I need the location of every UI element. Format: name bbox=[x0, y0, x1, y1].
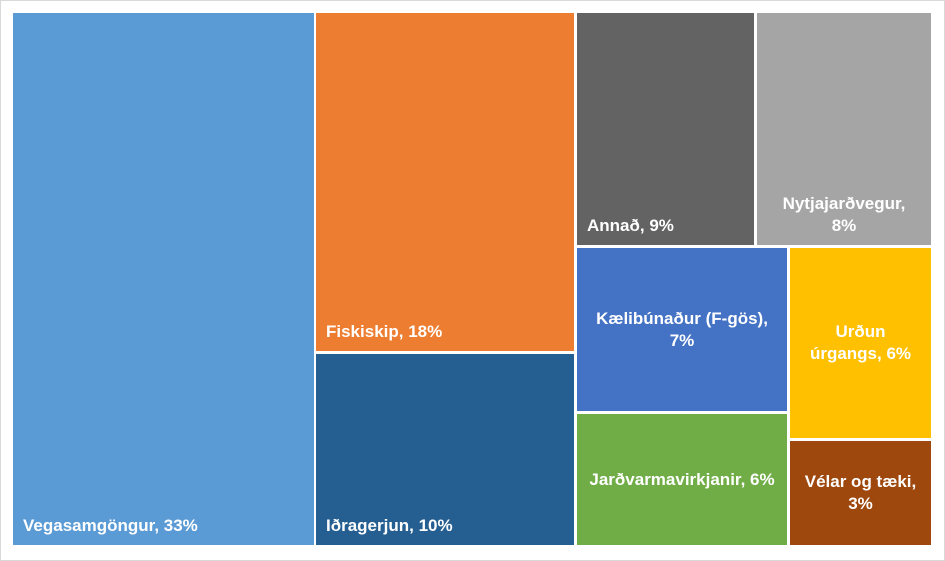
treemap-tile: Fiskiskip, 18% bbox=[316, 13, 574, 351]
tile-label: Annað, 9% bbox=[587, 216, 674, 235]
tile-label: Iðragerjun, 10% bbox=[326, 516, 453, 535]
treemap-tile: Vélar og tæki, 3% bbox=[790, 441, 931, 545]
treemap-tile: Urðun úrgangs, 6% bbox=[790, 248, 931, 438]
tile-label: Vélar og tæki, 3% bbox=[804, 472, 917, 513]
tile-label: Fiskiskip, 18% bbox=[326, 322, 443, 341]
treemap-tile: Vegasamgöngur, 33% bbox=[13, 13, 314, 545]
treemap-tile: Annað, 9% bbox=[577, 13, 754, 245]
treemap-tile: Nytjajarðvegur, 8% bbox=[757, 13, 931, 245]
tile-label: Vegasamgöngur, 33% bbox=[23, 516, 198, 535]
treemap-tile: Kælibúnaður (F-gös), 7% bbox=[577, 248, 787, 411]
tile-label: Kælibúnaður (F-gös), 7% bbox=[596, 308, 768, 350]
treemap-tile: Iðragerjun, 10% bbox=[316, 354, 574, 545]
tile-label: Jarðvarmavirkjanir, 6% bbox=[589, 469, 775, 489]
tile-label: Urðun úrgangs, 6% bbox=[809, 322, 912, 363]
tile-label: Nytjajarðvegur, 8% bbox=[782, 194, 906, 235]
treemap-tile: Jarðvarmavirkjanir, 6% bbox=[577, 414, 787, 545]
